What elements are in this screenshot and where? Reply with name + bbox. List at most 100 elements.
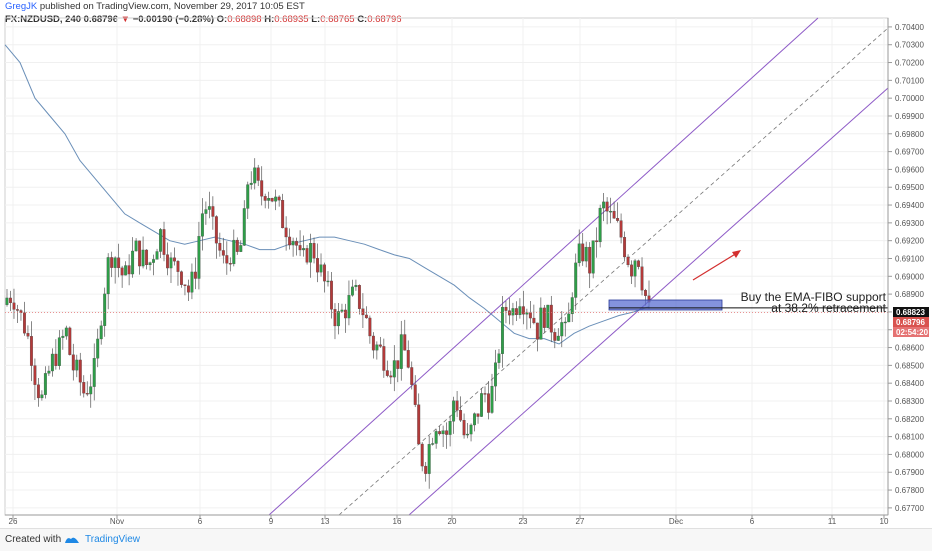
candle	[120, 265, 124, 288]
last-price-tag: 0.68796	[893, 317, 929, 327]
candle-body	[22, 312, 26, 334]
timer-tag: 02:54:20	[893, 327, 929, 337]
candle	[343, 303, 347, 333]
candle-body	[47, 370, 51, 374]
candle-body	[232, 239, 236, 265]
candle-body	[113, 257, 117, 268]
candle	[218, 232, 222, 257]
candle	[480, 388, 483, 418]
y-tick-label: 0.67700	[895, 504, 924, 513]
candle-body	[417, 404, 421, 445]
candle-body	[570, 297, 574, 315]
candle	[75, 354, 79, 378]
candle	[385, 360, 389, 378]
time-axis[interactable]: 26 Nov 6 9 13 16 20 23 27 Dec 6 11 10	[5, 514, 889, 526]
candle	[347, 280, 351, 326]
candle	[145, 249, 149, 270]
candle-body	[466, 433, 470, 436]
candle	[361, 293, 365, 328]
candle-body	[546, 304, 550, 328]
candle	[497, 348, 501, 369]
candle	[323, 262, 326, 293]
candle-body	[605, 201, 609, 212]
candle-body	[214, 216, 218, 244]
x-tick-label: 9	[269, 517, 274, 526]
candle-body	[68, 327, 72, 355]
candle	[207, 191, 211, 219]
y-tick-label: 0.68100	[895, 433, 924, 442]
candle-body	[535, 322, 539, 340]
candle-body	[445, 430, 449, 435]
candle-body	[514, 308, 518, 316]
regression-channel[interactable]	[268, 17, 889, 516]
candle	[319, 253, 323, 277]
candle	[598, 204, 602, 248]
candle-body	[420, 443, 424, 467]
candle	[117, 243, 121, 278]
candle	[312, 237, 316, 264]
publish-info: published on TradingView.com, November 2…	[37, 1, 305, 12]
candle-body	[57, 337, 61, 366]
candle	[12, 288, 16, 319]
candle-body	[462, 420, 466, 436]
candle-body	[371, 335, 375, 351]
candle-body	[33, 365, 37, 385]
candle	[518, 298, 522, 319]
candle-body	[542, 307, 546, 328]
candle-body	[427, 444, 431, 474]
candle-body	[239, 245, 243, 252]
price-axis[interactable]: 0.70400 0.70300 0.70200 0.70100 0.70000 0.699…	[887, 18, 924, 515]
y-tick-label: 0.68600	[895, 344, 924, 353]
candle-body	[637, 260, 640, 267]
fibo-price-tag: 0.68823	[893, 307, 929, 317]
tradingview-logo-icon	[65, 537, 79, 543]
candle-body	[476, 413, 480, 417]
publish-line: GregJK published on TradingView.com, Nov…	[5, 0, 705, 13]
high-value: 0.68935	[274, 14, 309, 25]
candle-body	[630, 264, 634, 277]
candle	[302, 235, 306, 257]
candle	[166, 242, 169, 276]
candle-body	[186, 285, 190, 293]
candle-body	[54, 353, 58, 366]
candle	[33, 358, 37, 401]
candle	[16, 304, 19, 324]
candle	[494, 349, 497, 402]
author-link[interactable]: GregJK	[5, 1, 38, 12]
candle-body	[82, 382, 86, 394]
ema-path	[4, 44, 650, 345]
candle-body	[326, 280, 330, 283]
candle	[563, 317, 567, 337]
candle	[162, 221, 166, 262]
x-tick-label: 11	[828, 517, 837, 526]
candle-body	[78, 359, 82, 383]
candle-body	[361, 308, 365, 316]
candle-body	[312, 243, 316, 259]
candle	[577, 229, 581, 267]
candle-body	[490, 385, 494, 413]
candle-body	[284, 227, 288, 238]
candle	[333, 303, 337, 340]
tradingview-brand[interactable]: TradingView	[85, 534, 141, 545]
y-tick-label: 0.69000	[895, 272, 924, 281]
candle	[431, 437, 435, 446]
candle	[637, 259, 640, 270]
candle-body	[200, 213, 204, 237]
candle-body	[253, 167, 257, 184]
y-tick-label: 0.68000	[895, 450, 924, 459]
candle	[535, 322, 539, 352]
candle	[549, 295, 553, 343]
candle	[375, 341, 379, 360]
candle	[263, 193, 267, 209]
candle-body	[134, 240, 138, 252]
price-chart[interactable]: 0.70400 0.70300 0.70200 0.70100 0.70000 0.699…	[0, 0, 932, 528]
candle	[211, 196, 215, 230]
candle-body	[211, 206, 215, 217]
candle	[507, 297, 511, 325]
target-arrow-icon	[732, 250, 741, 258]
symbol-label[interactable]: FX:NZDUSD, 240	[5, 14, 82, 25]
candle	[36, 377, 40, 407]
candle-body	[563, 321, 567, 324]
close-label: C:	[357, 14, 368, 25]
candle-body	[141, 249, 145, 267]
